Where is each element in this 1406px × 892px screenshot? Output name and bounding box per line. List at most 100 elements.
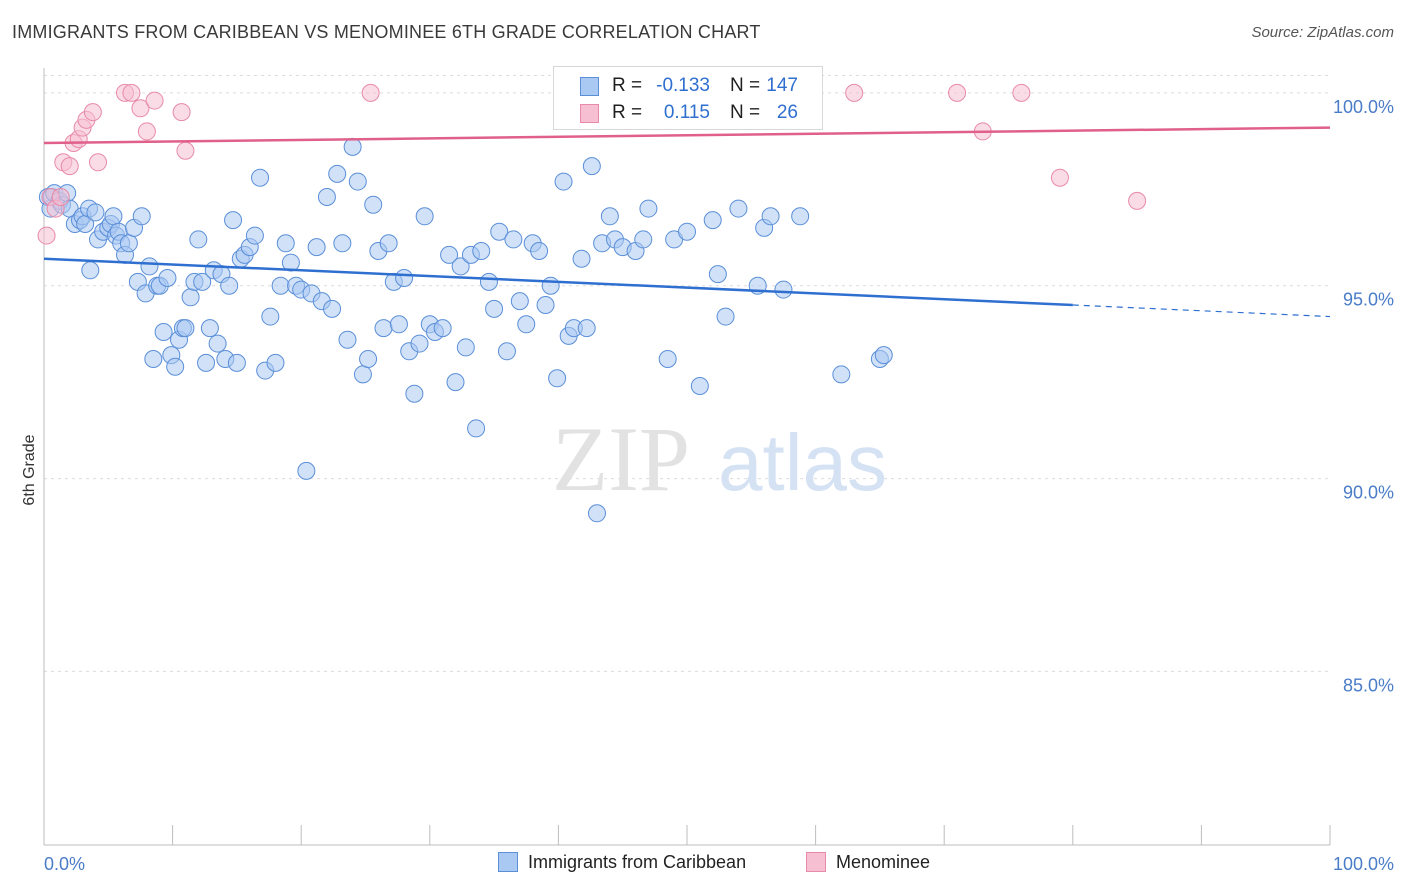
point-menominee <box>122 83 141 102</box>
point-caribbean <box>132 207 151 226</box>
point-caribbean <box>266 353 285 372</box>
bottom-legend-label-menominee: Menominee <box>836 852 931 872</box>
point-caribbean <box>548 369 567 388</box>
point-caribbean <box>166 357 185 376</box>
point-caribbean <box>140 257 159 276</box>
point-menominee <box>1050 168 1069 187</box>
point-caribbean <box>197 353 216 372</box>
legend-r-label: R = <box>612 75 643 96</box>
y-tick-label: 95.0% <box>1343 290 1394 310</box>
point-menominee <box>145 91 164 110</box>
point-caribbean <box>86 203 105 222</box>
point-caribbean <box>193 272 212 291</box>
point-caribbean <box>456 338 475 357</box>
point-caribbean <box>446 373 465 392</box>
point-menominee <box>89 153 108 172</box>
point-caribbean <box>317 188 336 206</box>
point-caribbean <box>485 299 504 318</box>
point-caribbean <box>536 296 555 314</box>
bottom-legend-swatch-pink <box>806 852 826 872</box>
point-caribbean <box>774 280 793 299</box>
bottom-legend-swatch-blue <box>498 852 518 872</box>
point-caribbean <box>154 323 173 341</box>
point-caribbean <box>600 207 619 226</box>
point-caribbean <box>338 330 357 349</box>
point-caribbean <box>227 353 246 372</box>
point-caribbean <box>577 319 596 338</box>
bottom-legend-label-caribbean: Immigrants from Caribbean <box>528 852 747 872</box>
point-caribbean <box>181 288 200 307</box>
point-menominee <box>37 226 56 245</box>
point-caribbean <box>582 157 601 176</box>
point-caribbean <box>791 207 810 226</box>
point-caribbean <box>467 419 486 438</box>
trend-line-caribbean-extension <box>1072 304 1331 318</box>
point-caribbean <box>440 245 459 264</box>
series-caribbean-points <box>38 83 893 523</box>
point-caribbean <box>690 377 709 395</box>
point-caribbean <box>208 334 227 353</box>
point-menominee <box>60 157 79 176</box>
grid-lines <box>44 75 1330 672</box>
point-caribbean <box>374 319 393 338</box>
point-caribbean <box>158 269 177 287</box>
point-caribbean <box>176 319 195 338</box>
point-caribbean <box>353 365 372 384</box>
point-caribbean <box>379 234 398 253</box>
point-caribbean <box>433 319 452 338</box>
point-caribbean <box>517 315 536 334</box>
point-menominee <box>845 83 864 102</box>
point-caribbean <box>119 234 138 253</box>
y-tick-label: 90.0% <box>1343 483 1394 503</box>
y-tick-labels: 85.0% 90.0% 95.0% 100.0% <box>1333 97 1394 696</box>
legend-n-label: N = <box>730 102 761 123</box>
legend-r-value: -0.133 <box>656 75 710 96</box>
point-caribbean <box>572 249 591 268</box>
point-caribbean <box>658 350 677 368</box>
point-caribbean <box>530 242 549 260</box>
point-caribbean <box>541 276 560 295</box>
point-caribbean <box>716 307 735 326</box>
legend-row-caribbean: R = -0.133 N = 147 <box>554 73 822 99</box>
chart-title: IMMIGRANTS FROM CARIBBEAN VS MENOMINEE 6… <box>12 22 761 42</box>
point-caribbean <box>297 461 316 480</box>
point-caribbean <box>415 207 434 226</box>
point-caribbean <box>271 276 290 295</box>
point-caribbean <box>333 234 352 253</box>
point-caribbean <box>678 222 696 241</box>
point-caribbean <box>245 226 264 245</box>
point-caribbean <box>729 199 748 218</box>
point-caribbean <box>451 257 470 276</box>
point-menominee <box>361 83 380 102</box>
point-menominee <box>948 83 967 102</box>
point-caribbean <box>490 222 509 241</box>
point-caribbean <box>761 207 780 226</box>
point-caribbean <box>323 299 342 318</box>
point-caribbean <box>479 272 498 291</box>
trend-line-menominee <box>43 126 1331 145</box>
point-caribbean <box>634 230 653 249</box>
point-caribbean <box>343 137 362 156</box>
source-label: Source: ZipAtlas.com <box>1251 24 1394 41</box>
point-menominee <box>1128 191 1147 210</box>
legend-n-label: N = <box>730 75 761 96</box>
point-menominee <box>137 122 156 141</box>
legend-n-value: 147 <box>766 75 798 96</box>
trend-line-caribbean <box>43 257 1073 307</box>
point-caribbean <box>359 350 378 368</box>
x-tick-label-min: 0.0% <box>44 854 85 874</box>
bottom-legend-caribbean: Immigrants from Caribbean <box>498 852 746 873</box>
y-axis-label: 6th Grade <box>21 434 38 505</box>
point-caribbean <box>364 195 383 214</box>
legend-swatch-pink <box>580 104 599 123</box>
point-caribbean <box>703 211 722 230</box>
point-caribbean <box>587 504 606 523</box>
point-caribbean <box>348 172 367 191</box>
watermark: ZIP atlas <box>552 408 887 510</box>
point-menominee <box>51 188 70 206</box>
point-caribbean <box>189 230 208 249</box>
legend-r-value: 0.115 <box>663 102 710 123</box>
watermark-zip: ZIP <box>552 408 690 510</box>
legend-r-label: R = <box>612 102 643 123</box>
